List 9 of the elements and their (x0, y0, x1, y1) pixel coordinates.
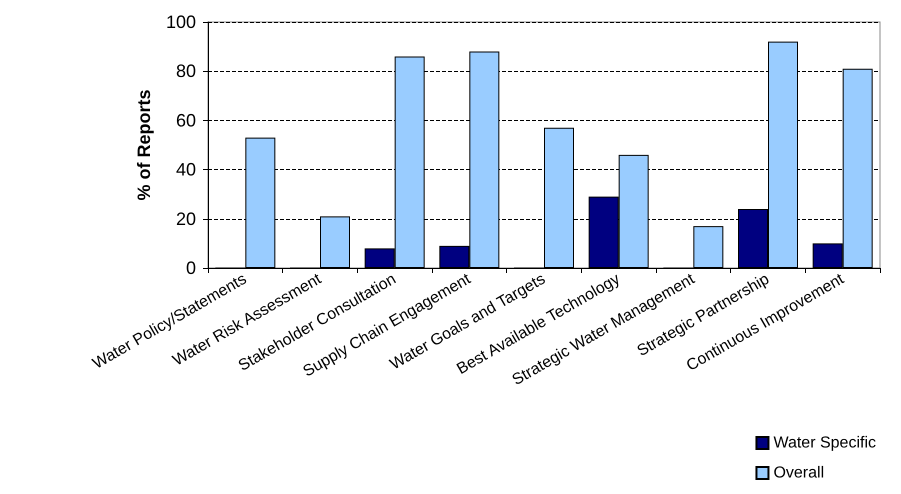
y-tick-label: 80 (176, 61, 196, 82)
legend-label: Water Specific (773, 434, 876, 452)
y-tick-label: 20 (176, 208, 196, 229)
y-tick-label: 60 (176, 110, 196, 130)
legend-label: Overall (773, 464, 824, 482)
y-axis-title: % of Reports (134, 89, 154, 201)
y-tick-label: 0 (186, 258, 196, 278)
y-tick-label: 40 (176, 160, 196, 180)
y-tick-label: 100 (166, 12, 196, 32)
